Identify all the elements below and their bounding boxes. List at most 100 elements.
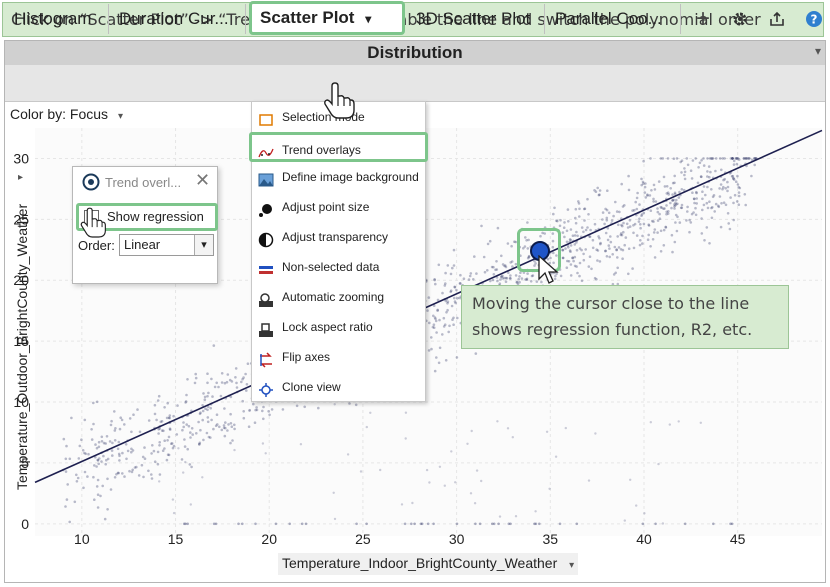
tab-3d-scatter-plot[interactable]: 3D Scatter Plot	[408, 4, 545, 34]
menu-item-adjust-point-size[interactable]: Adjust point size	[252, 192, 425, 222]
chevron-down-icon[interactable]: ▾	[194, 235, 213, 255]
data-point	[552, 261, 555, 265]
data-point	[168, 414, 172, 417]
data-point	[622, 221, 625, 225]
data-point	[181, 428, 184, 432]
tab-label: 3D Scatter Plot	[416, 9, 531, 28]
data-point	[617, 223, 620, 227]
data-point	[649, 421, 652, 424]
data-point	[438, 465, 442, 468]
chevron-down-icon[interactable]: ▾	[814, 44, 821, 58]
data-point	[469, 492, 473, 495]
data-point	[660, 206, 663, 209]
data-point	[680, 188, 684, 191]
tab-scatter-plot[interactable]: Scatter Plot ▾	[249, 1, 405, 35]
data-point	[539, 234, 542, 238]
data-point	[158, 444, 161, 447]
data-point	[673, 191, 677, 195]
menu-item-flip-axes[interactable]: Flip axes	[252, 342, 425, 372]
data-point	[158, 473, 162, 476]
gear-icon[interactable]	[725, 6, 755, 32]
data-point	[614, 271, 617, 275]
data-point	[473, 502, 477, 505]
data-point	[451, 266, 454, 270]
data-point	[433, 369, 437, 373]
data-point	[626, 226, 630, 229]
data-point	[673, 192, 677, 196]
menu-item-non-selected-data[interactable]: Non-selected data	[252, 252, 425, 282]
data-point	[114, 427, 117, 430]
menu-item-lock-aspect-ratio[interactable]: Lock aspect ratio	[252, 312, 425, 342]
data-point	[735, 157, 738, 160]
data-point	[621, 248, 625, 252]
data-point	[68, 457, 72, 461]
close-icon[interactable]: ✕	[195, 170, 211, 190]
data-point	[566, 259, 569, 263]
x-axis-title[interactable]: Temperature_Indoor_BrightCounty_Weather …	[278, 553, 579, 575]
data-point	[572, 259, 575, 263]
tab-parallel-coordinates[interactable]: Parallel Coo...	[547, 4, 681, 34]
data-point	[734, 157, 737, 160]
data-point	[674, 213, 678, 217]
menu-item-automatic-zooming[interactable]: Automatic zooming	[252, 282, 425, 312]
data-point	[606, 226, 610, 230]
regression-line[interactable]	[34, 129, 823, 484]
menu-item-adjust-transparency[interactable]: Adjust transparency	[252, 222, 425, 252]
data-point	[189, 431, 192, 434]
data-point	[113, 429, 117, 432]
data-point	[734, 180, 738, 183]
tab-histogram[interactable]: Histogram	[6, 4, 109, 34]
chevron-down-icon[interactable]: ▾	[365, 12, 372, 26]
data-point	[604, 249, 607, 253]
data-point	[213, 385, 217, 389]
data-point	[737, 194, 741, 198]
tab-duration-curve[interactable]: Duration Cur...	[111, 4, 246, 34]
data-point	[604, 231, 608, 235]
data-point	[587, 479, 591, 482]
y-axis-title[interactable]: Temperature_Outdoor_BrightCounty_Weather	[14, 203, 30, 490]
data-point	[160, 429, 164, 432]
plus-icon[interactable]: +	[695, 5, 710, 32]
menu-item-define-image-background[interactable]: Define image background	[252, 162, 425, 192]
export-icon[interactable]	[762, 6, 792, 32]
data-point	[711, 157, 715, 160]
data-point	[662, 175, 666, 179]
data-point	[619, 233, 623, 237]
data-point	[203, 398, 207, 402]
data-point	[197, 420, 200, 424]
data-point	[658, 212, 661, 216]
data-point	[186, 522, 189, 526]
data-point	[653, 256, 657, 259]
data-point	[686, 163, 690, 167]
data-point	[680, 159, 684, 162]
data-point	[130, 470, 134, 474]
data-point	[632, 231, 635, 235]
data-point	[731, 157, 734, 160]
data-point	[578, 261, 582, 265]
caret-right-icon[interactable]: ▸	[18, 172, 24, 183]
data-point	[509, 261, 512, 264]
color-by-dropdown[interactable]: Color by: Focus ▾	[10, 106, 123, 122]
data-point	[705, 226, 709, 229]
data-point	[575, 265, 578, 268]
help-icon[interactable]: ?	[799, 6, 829, 32]
data-point	[571, 256, 574, 260]
menu-item-clone-view[interactable]: Clone view	[252, 372, 425, 402]
data-point	[628, 219, 632, 222]
data-point	[642, 159, 645, 163]
data-point	[638, 217, 641, 221]
menu-item-trend-overlays[interactable]: Trend overlays	[249, 132, 428, 162]
data-point	[444, 282, 447, 285]
data-point	[123, 423, 126, 426]
data-point	[458, 282, 462, 285]
data-point	[142, 475, 145, 479]
order-select[interactable]: Linear ▾	[119, 234, 214, 256]
data-point	[673, 240, 677, 244]
data-point	[515, 281, 518, 284]
lock-aspect-icon	[258, 319, 274, 337]
data-point	[117, 471, 120, 475]
data-point	[653, 228, 657, 231]
data-point	[621, 205, 625, 208]
data-point	[558, 522, 562, 526]
data-point	[295, 404, 299, 408]
